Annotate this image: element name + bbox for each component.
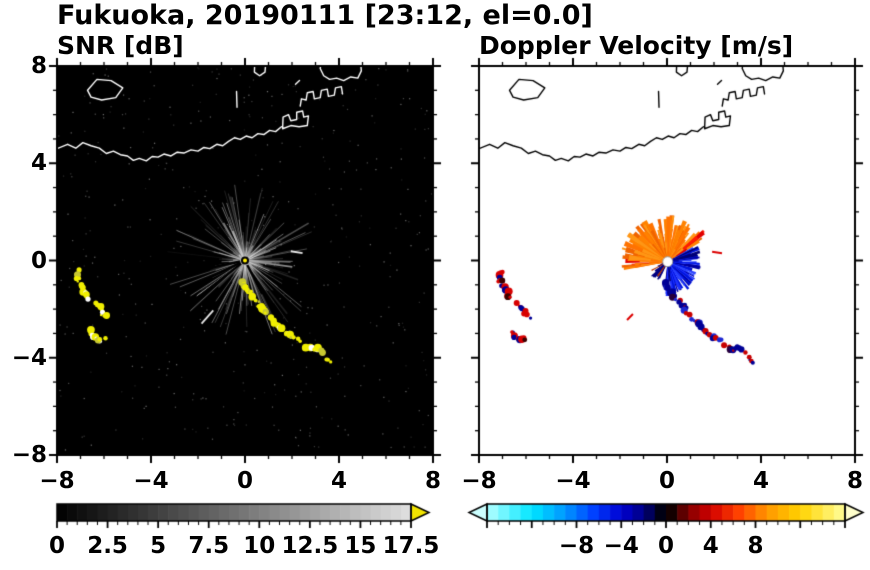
snr-x-tick-label: 0 — [236, 468, 253, 494]
velocity-colorbar-label: −4 — [603, 533, 639, 559]
snr-x-tick-label: 8 — [424, 468, 441, 494]
snr-y-tick-label: 8 — [30, 53, 47, 79]
snr-y-tick-label: −8 — [11, 442, 47, 468]
snr-colorbar-label: 5 — [150, 533, 167, 559]
velocity-x-tick-label: 0 — [658, 468, 675, 494]
snr-colorbar-label: 0 — [48, 533, 65, 559]
snr-colorbar-label: 2.5 — [87, 533, 128, 559]
snr-y-tick-label: 0 — [30, 247, 47, 274]
snr-y-tick-label: 4 — [30, 150, 47, 177]
figure-title: Fukuoka, 20190111 [23:12, el=0.0] — [57, 0, 593, 31]
snr-colorbar-label: 12.5 — [281, 533, 339, 559]
velocity-x-tick-label: 8 — [846, 468, 863, 494]
snr-colorbar-label: 10 — [243, 533, 276, 559]
snr-colorbar-label: 15 — [344, 533, 377, 559]
velocity-colorbar-label: 0 — [657, 533, 674, 559]
velocity-x-tick-label: −8 — [461, 468, 497, 494]
snr-colorbar-label: 7.5 — [188, 533, 230, 559]
snr-x-tick-label: −4 — [133, 468, 169, 494]
velocity-colorbar-label: 8 — [747, 533, 764, 559]
velocity-x-tick-label: 4 — [752, 468, 769, 494]
velocity-x-tick-label: −4 — [555, 468, 591, 494]
snr-y-tick-label: −4 — [11, 344, 47, 371]
velocity-panel-title: Doppler Velocity [m/s] — [479, 31, 794, 60]
velocity-colorbar-label: 4 — [702, 533, 719, 559]
velocity-colorbar-label: −8 — [558, 533, 595, 559]
snr-x-tick-label: −8 — [39, 468, 75, 494]
snr-x-tick-label: 4 — [330, 468, 347, 494]
snr-panel-title: SNR [dB] — [57, 31, 184, 60]
snr-colorbar-label: 17.5 — [382, 533, 440, 559]
